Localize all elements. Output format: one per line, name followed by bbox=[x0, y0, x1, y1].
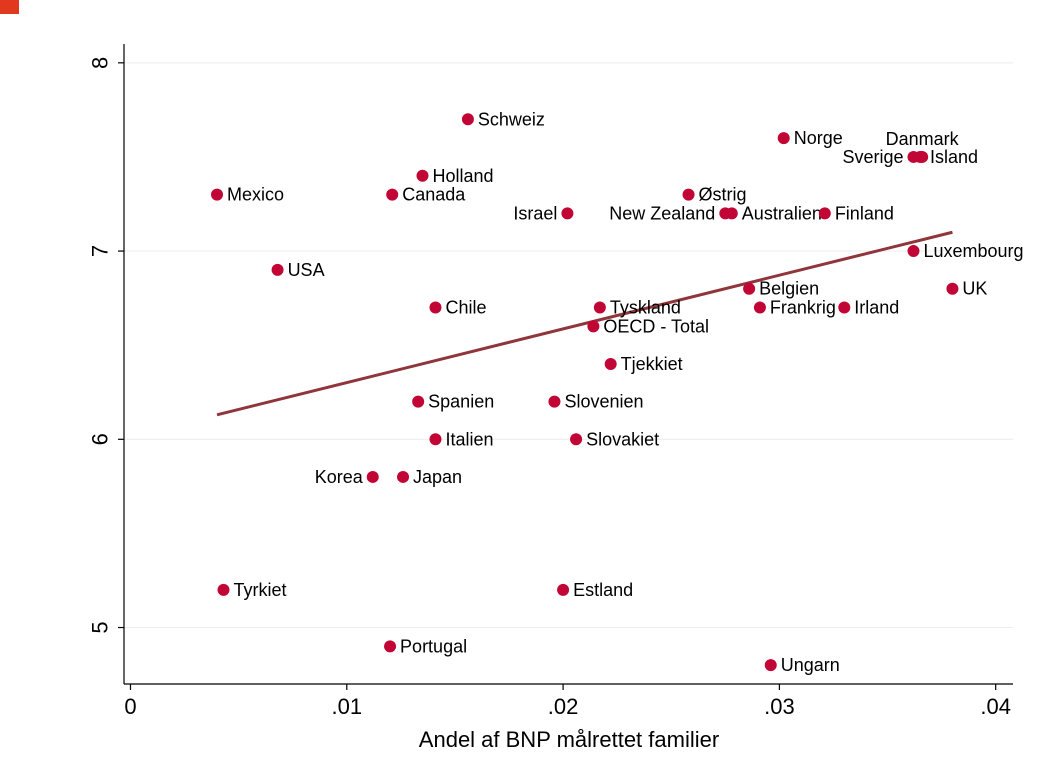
point-australien bbox=[725, 207, 738, 220]
point-label-estland: Estland bbox=[573, 580, 633, 600]
fit-line-group bbox=[216, 230, 953, 417]
point-belgien bbox=[743, 282, 756, 295]
ticks: 5 6 7 8 0 .01 .02 .03 .04 bbox=[88, 57, 1011, 719]
point-label-sverige: Sverige bbox=[842, 147, 903, 167]
point-label-finland: Finland bbox=[835, 203, 894, 223]
point-luxembourg bbox=[907, 245, 920, 258]
x-tick-label-2: .02 bbox=[548, 694, 579, 719]
point-slovakiet bbox=[570, 433, 583, 446]
point-label-belgien: Belgien bbox=[759, 279, 819, 299]
point-label-uk: UK bbox=[962, 279, 987, 299]
point-label-canada: Canada bbox=[402, 185, 466, 205]
point-chile bbox=[429, 301, 442, 314]
x-axis-label: Andel af BNP målrettet familier bbox=[419, 727, 719, 752]
point-label-ungarn: Ungarn bbox=[781, 655, 840, 675]
point-tyskland bbox=[593, 301, 606, 314]
point-label-mexico: Mexico bbox=[227, 185, 284, 205]
x-tick-label-1: .01 bbox=[331, 694, 362, 719]
point-label-østrig: Østrig bbox=[699, 185, 747, 205]
point-schweiz bbox=[461, 113, 474, 126]
grid-lines bbox=[124, 62, 1013, 629]
point-mexico bbox=[211, 188, 224, 201]
point-spanien bbox=[412, 395, 425, 408]
point-label-japan: Japan bbox=[413, 467, 462, 487]
y-tick-label-2: 7 bbox=[88, 245, 113, 257]
point-estland bbox=[557, 583, 570, 596]
x-tick-label-3: .03 bbox=[764, 694, 795, 719]
point-slovenien bbox=[548, 395, 561, 408]
point-tyrkiet bbox=[217, 583, 230, 596]
point-label-portugal: Portugal bbox=[400, 636, 467, 656]
point-label-oecd-total: OECD - Total bbox=[603, 316, 709, 336]
point-label-tyskland: Tyskland bbox=[610, 298, 681, 318]
point-label-irland: Irland bbox=[854, 298, 899, 318]
point-label-chile: Chile bbox=[445, 298, 486, 318]
point-korea bbox=[366, 470, 379, 483]
point-label-australien: Australien bbox=[742, 203, 822, 223]
point-label-israel: Israel bbox=[513, 203, 557, 223]
point-canada bbox=[386, 188, 399, 201]
point-label-slovakiet: Slovakiet bbox=[586, 429, 659, 449]
point-uk bbox=[946, 282, 959, 295]
point-label-norge: Norge bbox=[794, 128, 843, 148]
point-portugal bbox=[384, 640, 397, 653]
point-østrig bbox=[682, 188, 695, 201]
point-label-frankrig: Frankrig bbox=[770, 298, 836, 318]
point-label-spanien: Spanien bbox=[428, 392, 494, 412]
point-label-tyrkiet: Tyrkiet bbox=[233, 580, 286, 600]
point-label-usa: USA bbox=[288, 260, 325, 280]
point-label-danmark: Danmark bbox=[886, 129, 960, 149]
point-label-schweiz: Schweiz bbox=[478, 109, 545, 129]
x-tick-label-0: 0 bbox=[124, 694, 136, 719]
point-italien bbox=[429, 433, 442, 446]
point-label-new-zealand: New Zealand bbox=[609, 203, 715, 223]
point-frankrig bbox=[753, 301, 766, 314]
point-ungarn bbox=[764, 659, 777, 672]
point-label-tjekkiet: Tjekkiet bbox=[621, 354, 683, 374]
point-label-island: Island bbox=[930, 147, 978, 167]
y-tick-label-1: 6 bbox=[88, 433, 113, 445]
point-usa bbox=[271, 263, 284, 276]
point-island bbox=[913, 150, 926, 163]
point-label-korea: Korea bbox=[315, 467, 364, 487]
point-label-luxembourg: Luxembourg bbox=[924, 241, 1024, 261]
point-holland bbox=[416, 169, 429, 182]
x-tick-label-4: .04 bbox=[980, 694, 1011, 719]
y-tick-label-3: 8 bbox=[88, 57, 113, 69]
fit-line bbox=[216, 230, 953, 417]
point-irland bbox=[838, 301, 851, 314]
point-tjekkiet bbox=[604, 358, 617, 370]
point-label-italien: Italien bbox=[445, 429, 493, 449]
point-japan bbox=[397, 470, 410, 483]
corner-mark bbox=[0, 0, 19, 14]
point-label-slovenien: Slovenien bbox=[564, 392, 643, 412]
point-israel bbox=[561, 207, 574, 220]
point-oecd-total bbox=[587, 320, 600, 333]
point-label-holland: Holland bbox=[432, 166, 493, 186]
point-norge bbox=[777, 132, 790, 145]
y-tick-label-0: 5 bbox=[88, 621, 113, 633]
point-finland bbox=[818, 207, 831, 220]
axes bbox=[123, 44, 1013, 685]
